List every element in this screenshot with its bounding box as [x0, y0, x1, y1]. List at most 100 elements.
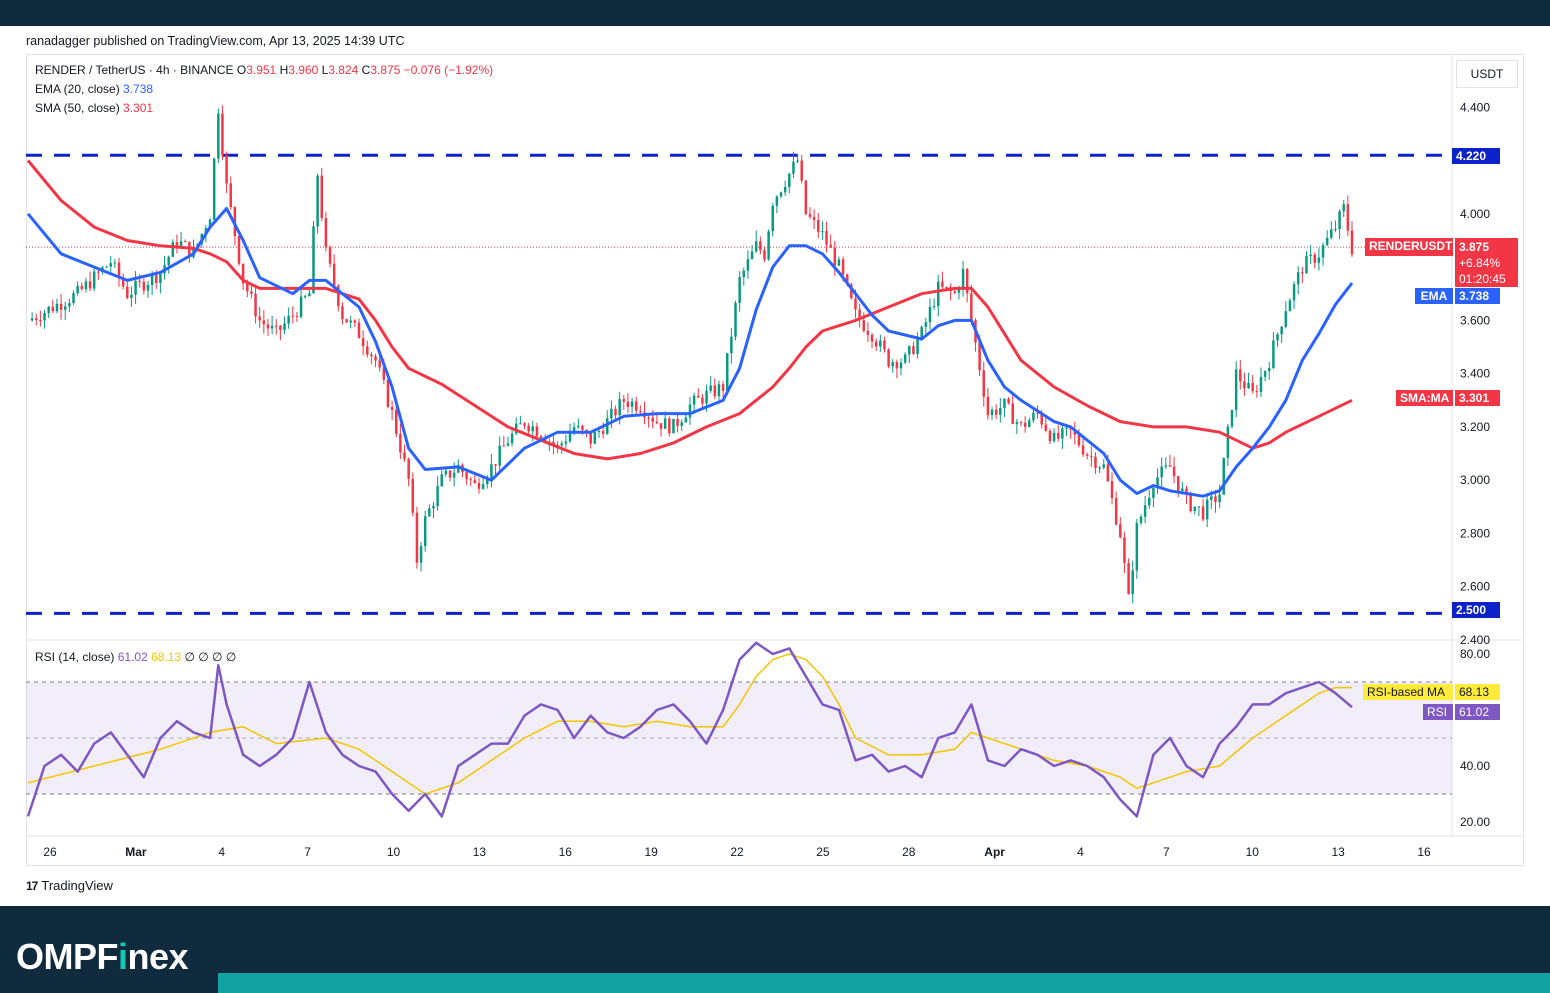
candle-body — [428, 508, 431, 517]
candle-body — [808, 214, 812, 217]
candle-body — [1123, 537, 1126, 563]
sma-legend[interactable]: SMA (50, close) 3.301 — [35, 101, 153, 115]
time-tick-label: 10 — [1246, 845, 1260, 859]
candle-body — [1098, 467, 1101, 469]
candle-body — [63, 306, 67, 310]
candle-body — [895, 361, 899, 369]
time-tick-label: 16 — [559, 845, 573, 859]
site-logo[interactable]: OMPFinex — [16, 936, 189, 978]
legend-symbol[interactable]: RENDER / TetherUS · 4h · BINANCE — [35, 63, 234, 77]
candle-body — [399, 433, 402, 453]
candle-body — [246, 283, 249, 292]
price-tick-label: 4.000 — [1460, 207, 1490, 221]
chart-frame[interactable] — [26, 54, 1524, 866]
candle-body — [320, 175, 324, 219]
candle-body — [618, 399, 621, 416]
candle-body — [870, 334, 874, 342]
candle-body — [212, 158, 216, 220]
candle-body — [494, 464, 497, 466]
candle-body — [519, 423, 522, 425]
candle-body — [568, 432, 572, 442]
candle-body — [713, 385, 717, 397]
candle-body — [597, 430, 601, 432]
candle-body — [432, 505, 435, 509]
candle-body — [1226, 426, 1230, 458]
candle-body — [622, 399, 626, 402]
candle-body — [440, 474, 443, 487]
site-logo-prefix: OMPF — [16, 936, 119, 977]
candle-body — [1127, 562, 1130, 594]
candle-body — [676, 418, 679, 426]
time-tick-label: 13 — [1331, 845, 1345, 859]
candle-body — [312, 226, 315, 294]
legend-high: 3.960 — [288, 63, 319, 77]
top-brand-bar — [0, 0, 1550, 26]
candle-body — [961, 269, 965, 289]
candle-body — [829, 244, 832, 248]
candle-body — [1255, 391, 1259, 393]
candle-body — [1061, 428, 1064, 439]
candle-body — [1131, 570, 1134, 594]
candle-body — [130, 294, 133, 298]
candle-body — [796, 160, 799, 162]
candle-body — [957, 288, 961, 293]
candle-body — [436, 486, 439, 506]
candle-body — [448, 470, 452, 478]
candle-body — [730, 336, 733, 354]
candle-body — [225, 155, 228, 184]
candle-body — [771, 205, 774, 232]
candle-body — [887, 349, 890, 367]
candle-body — [1338, 211, 1341, 230]
candle-body — [742, 270, 746, 278]
publisher-line: ranadagger published on TradingView.com,… — [26, 34, 405, 48]
candle-body — [35, 318, 38, 321]
tradingview-brand[interactable]: 17 TradingView — [26, 878, 113, 893]
candle-body — [593, 431, 597, 444]
candle-body — [734, 302, 737, 337]
candle-body — [903, 354, 907, 363]
rsi-legend-extra: ∅ ∅ ∅ ∅ — [184, 650, 237, 664]
legend-close: 3.875 — [370, 63, 401, 77]
candle-body — [117, 262, 121, 278]
candle-body — [1222, 457, 1225, 495]
symbol-name-tag: RENDERUSDT — [1365, 238, 1453, 256]
price-tick-label: 2.800 — [1460, 526, 1490, 540]
legend-low-label: L — [321, 63, 329, 77]
candle-body — [1234, 369, 1238, 410]
candle-body — [858, 309, 861, 321]
rsi-legend[interactable]: RSI (14, close) 61.02 68.13 ∅ ∅ ∅ ∅ — [35, 650, 236, 664]
resistance-tag: 4.220 — [1452, 148, 1500, 164]
candle-body — [812, 216, 816, 220]
candle-body — [121, 277, 125, 287]
candle-body — [43, 312, 46, 321]
candle-body — [477, 482, 481, 489]
candle-body — [924, 322, 928, 327]
time-tick-label: 7 — [304, 845, 311, 859]
candle-body — [1201, 506, 1205, 520]
candle-body — [175, 242, 179, 246]
rsi-name-tag: RSI — [1423, 704, 1453, 720]
candle-body — [452, 472, 456, 478]
candle-body — [270, 325, 274, 329]
candle-body — [1218, 494, 1221, 503]
time-tick-label: Mar — [125, 845, 147, 859]
candle-body — [84, 281, 88, 289]
candle-body — [394, 410, 398, 434]
legend-change: −0.076 (−1.92%) — [403, 63, 494, 77]
currency-button[interactable]: USDT — [1456, 60, 1518, 88]
candle-body — [647, 417, 650, 419]
candle-body — [750, 251, 754, 260]
last-price-tag: 3.875 +6.84% 01:20:45 — [1455, 238, 1518, 287]
candle-body — [1172, 466, 1176, 477]
candle-body — [1114, 498, 1118, 525]
time-tick-label: 19 — [644, 845, 658, 859]
candle-body — [113, 262, 117, 264]
candle-body — [1280, 326, 1283, 335]
candle-body — [928, 306, 932, 323]
candle-body — [150, 273, 154, 285]
ema-legend[interactable]: EMA (20, close) 3.738 — [35, 82, 153, 96]
candle-body — [1077, 434, 1081, 446]
candle-body — [1003, 398, 1006, 409]
support-tag: 2.500 — [1452, 602, 1500, 618]
